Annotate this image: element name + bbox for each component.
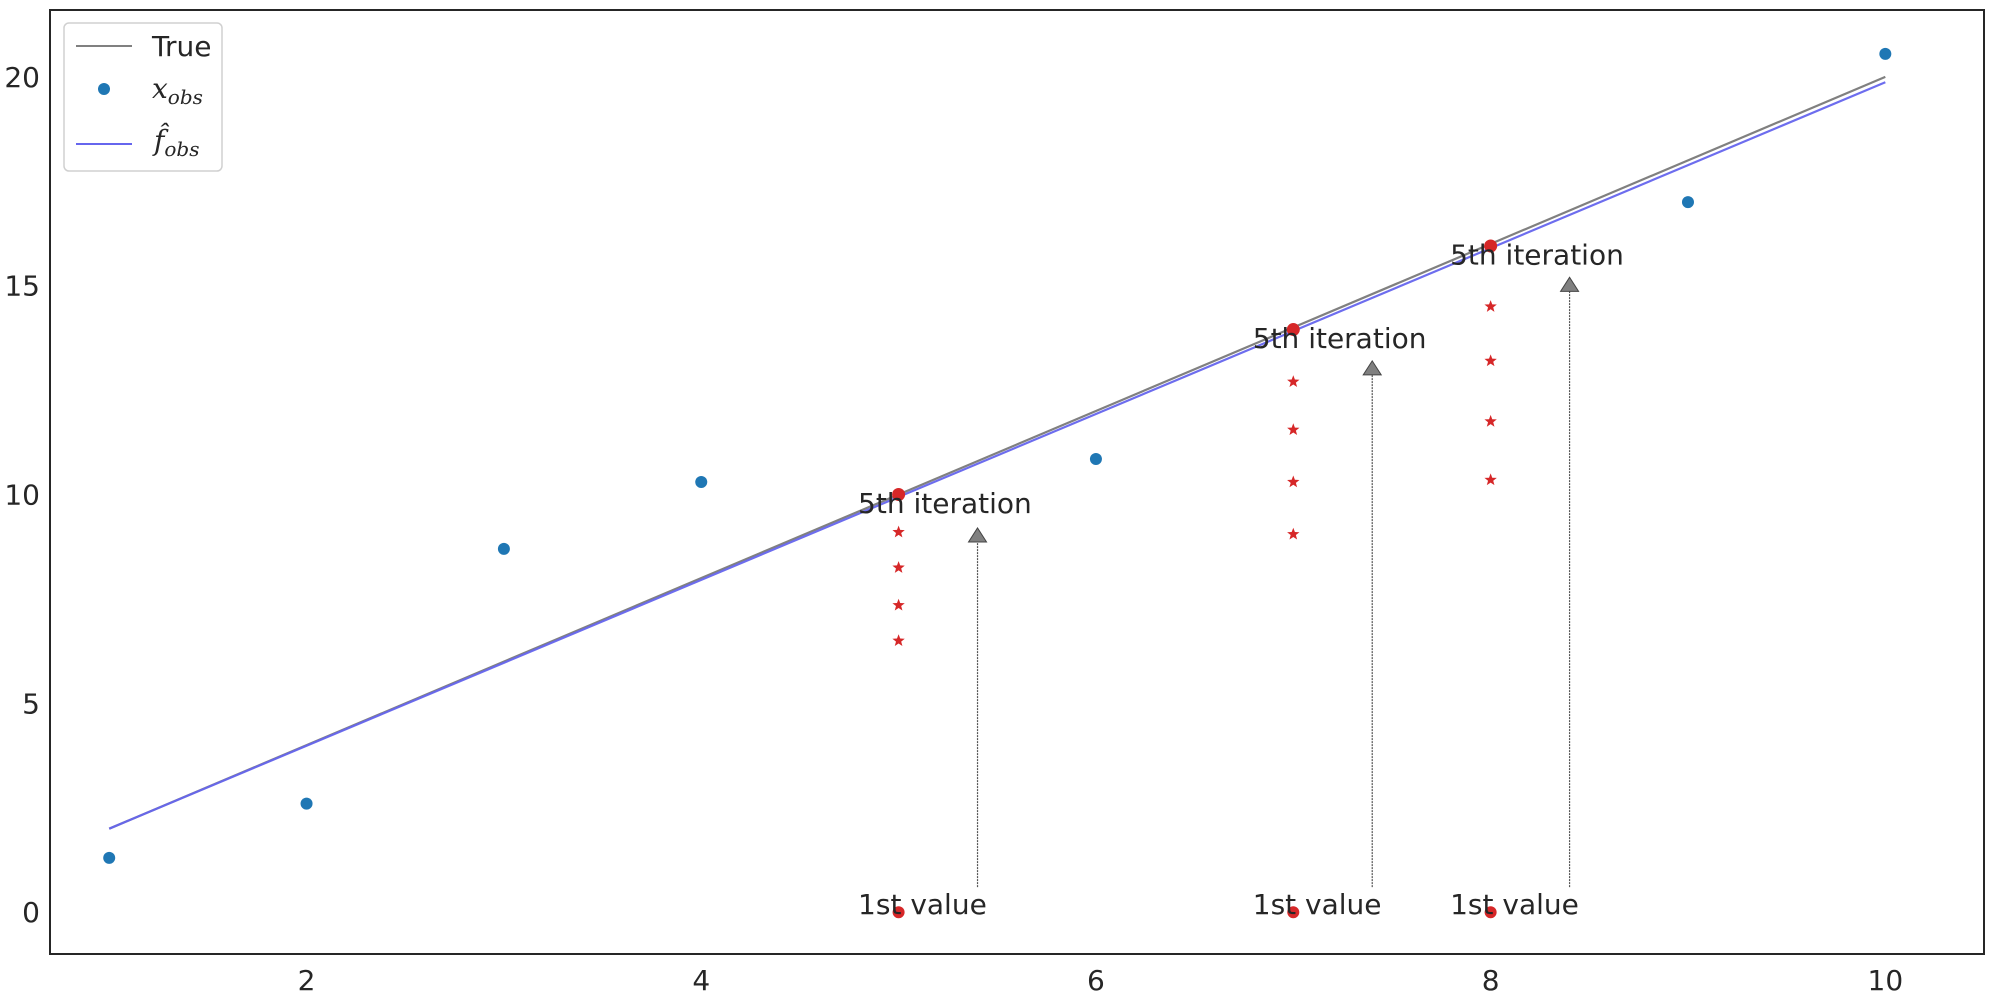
legend-obs-main: x [152,72,168,105]
data-points [103,47,1892,919]
legend-box [63,22,223,172]
iteration-star [1287,527,1300,540]
y-tick-label: 20 [4,61,40,94]
arrow-head [1559,276,1580,292]
annotations: 5th iteration 5th iteration 5th iteration 1… [858,238,1624,921]
iteration-star [1484,300,1497,312]
x-tick-label: 6 [1087,964,1105,997]
annotation-label: 5th iteration [858,487,1032,520]
obs-point [695,476,708,488]
obs-point [1879,47,1892,60]
iteration-star [1484,473,1497,486]
legend-true-label: True [151,30,211,63]
y-tick-label: 15 [4,270,40,303]
arrow-head [1362,359,1383,376]
annotation-label: 1st value [1253,888,1382,921]
legend-obs-sub: obs [168,85,203,109]
x-tick-label: 10 [1868,964,1904,997]
fit-line [108,81,1886,830]
legend-obs-handle [98,83,110,95]
annotation-label: 1st value [1450,888,1579,921]
x-tick-label: 8 [1482,964,1500,997]
series-lines [108,75,1886,830]
first-value-point [1287,906,1300,919]
iteration-star [892,634,905,646]
y-tick-label: 0 [22,896,40,929]
plot-frame [49,9,1985,955]
iteration-star [1484,354,1497,367]
axis-ticks: 2 4 6 8 10 0 5 10 15 20 [4,61,1903,997]
first-value-point [892,906,905,919]
iteration-star [1287,423,1300,436]
annotation-label: 5th iteration [1253,322,1427,355]
iteration-star [1484,414,1497,427]
iteration-star [1287,375,1300,388]
x-tick-label: 4 [692,964,710,997]
final-iteration-point [892,488,906,502]
obs-point [300,797,313,810]
iteration-star [892,598,905,611]
iteration-star [1287,475,1300,488]
y-tick-label: 10 [4,479,40,512]
final-iteration-point [1484,239,1498,253]
y-tick-label: 5 [22,687,40,720]
obs-point [103,851,116,864]
final-iteration-point [1286,323,1300,337]
x-tick-label: 2 [298,964,316,997]
legend-fit-sub: obs [164,137,199,161]
arrows [967,276,1580,888]
arrow-head [967,527,988,543]
plot-background [50,10,1984,954]
iteration-star [892,561,905,573]
obs-point [497,542,510,555]
obs-point [1681,196,1694,209]
annotation-label: 1st value [858,888,987,921]
legend-obs-label: xobs [152,72,203,109]
iteration-star [892,525,905,538]
obs-point [1089,453,1102,466]
annotation-label: 5th iteration [1450,238,1624,271]
first-value-point [1484,906,1497,919]
